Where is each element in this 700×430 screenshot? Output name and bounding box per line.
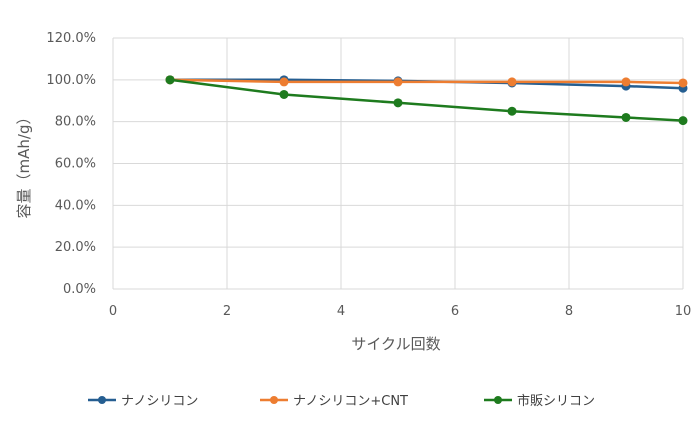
y-axis-tick-labels: 0.0% 20.0% 40.0% 60.0% 80.0% 100.0% 120.0% xyxy=(46,31,96,297)
legend: ナノシリコン ナノシリコン+CNT 市販シリコン xyxy=(88,393,595,409)
data-point xyxy=(507,77,517,87)
data-point xyxy=(621,112,631,122)
data-point xyxy=(393,77,403,87)
data-point xyxy=(393,98,403,108)
y-tick-label: 40.0% xyxy=(55,198,96,213)
x-tick-label: 0 xyxy=(109,304,117,319)
x-tick-label: 6 xyxy=(451,304,459,319)
data-point xyxy=(678,116,688,126)
series-lines xyxy=(165,75,688,126)
series-line xyxy=(169,78,684,85)
legend-item: 市販シリコン xyxy=(484,393,595,409)
data-point xyxy=(279,77,289,87)
legend-item: ナノシリコン+CNT xyxy=(260,394,408,409)
legend-label: ナノシリコン+CNT xyxy=(293,394,408,409)
x-axis-tick-labels: 0 2 4 6 8 10 xyxy=(109,304,691,319)
x-tick-label: 10 xyxy=(675,304,692,319)
legend-marker xyxy=(494,396,502,404)
y-tick-label: 100.0% xyxy=(46,73,96,88)
x-tick-label: 8 xyxy=(565,304,573,319)
x-tick-label: 4 xyxy=(337,304,345,319)
x-axis-title: サイクル回数 xyxy=(351,335,440,353)
y-tick-label: 20.0% xyxy=(55,240,96,255)
data-point xyxy=(678,78,688,88)
y-tick-label: 60.0% xyxy=(55,157,96,172)
legend-marker xyxy=(270,396,278,404)
data-point xyxy=(165,75,175,85)
legend-label: ナノシリコン xyxy=(121,394,198,409)
data-point xyxy=(279,89,289,99)
x-tick-label: 2 xyxy=(223,304,231,319)
gridlines xyxy=(112,37,684,290)
y-axis-title: 容量（mAh/g） xyxy=(15,110,33,219)
y-tick-label: 120.0% xyxy=(46,31,96,46)
legend-item: ナノシリコン xyxy=(88,394,198,409)
y-tick-label: 0.0% xyxy=(63,282,96,297)
y-tick-label: 80.0% xyxy=(55,115,96,130)
series-3 xyxy=(165,75,688,126)
legend-label: 市販シリコン xyxy=(517,393,595,409)
data-point xyxy=(507,106,517,116)
data-point xyxy=(621,77,631,87)
legend-marker xyxy=(98,396,106,404)
series-line xyxy=(169,78,684,122)
